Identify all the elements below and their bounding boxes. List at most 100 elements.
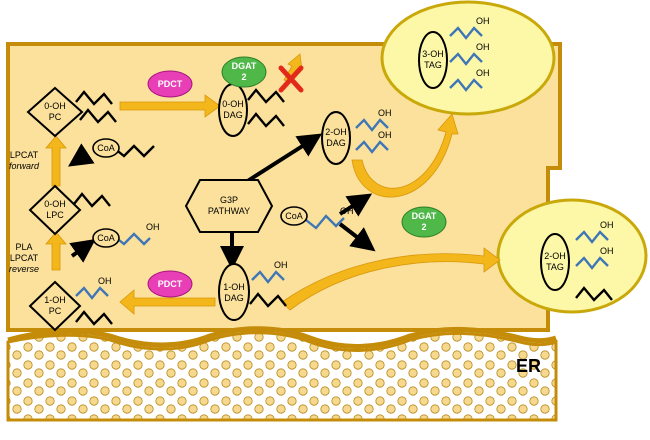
chain-dag1 bbox=[249, 292, 287, 308]
svg-text:DAG: DAG bbox=[224, 293, 244, 303]
svg-text:2: 2 bbox=[241, 72, 246, 82]
oh-label: OH bbox=[378, 108, 392, 118]
black-arrows bbox=[68, 133, 376, 270]
svg-text:PDCT: PDCT bbox=[158, 279, 183, 289]
enzyme-pdct-bottom: PDCT bbox=[147, 270, 193, 298]
svg-text:PLA: PLA bbox=[15, 242, 32, 252]
arrow-coa-to-tag bbox=[338, 222, 376, 252]
acyl-chains-black bbox=[73, 88, 613, 326]
oh-label: OH bbox=[146, 222, 160, 232]
oval-dag0: 0-OH DAG bbox=[218, 83, 248, 137]
arrow-coa-to-lpc bbox=[68, 143, 95, 167]
chain-pc0-b bbox=[79, 108, 117, 124]
chain-tag2 bbox=[575, 286, 613, 302]
svg-text:1-OH: 1-OH bbox=[223, 282, 245, 292]
svg-text:PDCT: PDCT bbox=[158, 79, 183, 89]
oh-label: OH bbox=[600, 220, 614, 230]
g3p-pathway-hexagon: G3P PATHWAY bbox=[184, 179, 274, 233]
svg-text:LPCAT: LPCAT bbox=[10, 150, 39, 160]
arrow-pc-to-dag0 bbox=[119, 94, 221, 118]
svg-text:PATHWAY: PATHWAY bbox=[208, 206, 250, 216]
diamond-pc0: 0-OH PC bbox=[26, 86, 84, 138]
chain-dag0-b bbox=[247, 112, 285, 128]
er-label: ER bbox=[516, 356, 541, 376]
svg-text:0-OH: 0-OH bbox=[44, 101, 66, 111]
arrow-pc1-to-lpc bbox=[45, 231, 67, 271]
oh-chain-tag2-a bbox=[575, 230, 609, 244]
svg-text:CoA: CoA bbox=[97, 233, 115, 243]
enzyme-dgat2-bottom: DGAT 2 bbox=[401, 206, 447, 238]
oval-dag2: 2-OH DAG bbox=[321, 111, 351, 165]
chain-coa-left bbox=[113, 144, 155, 158]
svg-text:CoA: CoA bbox=[97, 143, 115, 153]
svg-text:3-OH: 3-OH bbox=[422, 49, 444, 59]
oval-tag2: 2-OH TAG bbox=[540, 233, 570, 291]
oh-label: OH bbox=[600, 246, 614, 256]
svg-text:PC: PC bbox=[49, 306, 62, 316]
vesicle-2oh-tag bbox=[496, 198, 648, 314]
vesicle-3oh-tag bbox=[380, 0, 556, 116]
oh-label: OH bbox=[476, 42, 490, 52]
chain-dag0-a bbox=[247, 88, 285, 104]
coa-circle-middle: CoA bbox=[92, 228, 120, 248]
oval-tag3: 3-OH TAG bbox=[418, 31, 448, 89]
svg-text:LPCAT: LPCAT bbox=[10, 253, 39, 263]
oh-chain-pc1 bbox=[75, 286, 109, 300]
coa-circle-upper: CoA bbox=[92, 138, 120, 158]
oh-label: OH bbox=[378, 130, 392, 140]
svg-text:DGAT: DGAT bbox=[232, 61, 257, 71]
svg-text:reverse: reverse bbox=[9, 264, 39, 274]
oh-labels: OH OH OH OH OH OH OH OH OH OH OH bbox=[98, 16, 614, 286]
er-membrane bbox=[7, 326, 557, 349]
oval-dag1: 1-OH DAG bbox=[218, 263, 250, 321]
arrow-lpc-to-coa bbox=[69, 239, 96, 263]
arrow-dag2-to-tag3 bbox=[351, 113, 459, 198]
svg-text:G3P: G3P bbox=[220, 195, 238, 205]
svg-text:0-OH: 0-OH bbox=[222, 99, 244, 109]
svg-text:2-OH: 2-OH bbox=[544, 251, 566, 261]
arrow-g3p-to-dag2 bbox=[244, 133, 323, 184]
oh-chain-dag2-a bbox=[355, 118, 389, 132]
label-pla-lpcat-reverse: PLA LPCAT reverse bbox=[9, 242, 39, 274]
svg-text:2-OH: 2-OH bbox=[325, 127, 347, 137]
svg-text:DAG: DAG bbox=[223, 110, 243, 120]
diamond-pc1: 1-OH PC bbox=[28, 280, 82, 332]
oh-label: OH bbox=[340, 206, 354, 216]
svg-text:2: 2 bbox=[421, 222, 426, 232]
arrow-lpc-to-pc bbox=[45, 135, 67, 187]
oh-chain-tag2-b bbox=[575, 256, 609, 270]
oh-chain-tag3-c bbox=[449, 78, 483, 92]
svg-text:CoA: CoA bbox=[285, 211, 303, 221]
chain-pc0-a bbox=[75, 90, 113, 106]
arrow-dag1-to-pc1 bbox=[119, 289, 216, 315]
oh-chain-dag2-b bbox=[355, 140, 389, 154]
svg-text:DAG: DAG bbox=[326, 138, 346, 148]
svg-text:TAG: TAG bbox=[424, 60, 442, 70]
oh-acyl-chains-blue bbox=[75, 26, 609, 300]
svg-text:LPC: LPC bbox=[46, 210, 64, 220]
svg-text:TAG: TAG bbox=[546, 262, 564, 272]
svg-text:1-OH: 1-OH bbox=[44, 295, 66, 305]
enzyme-pdct-top: PDCT bbox=[147, 70, 193, 98]
oh-chain-dag1 bbox=[251, 270, 285, 284]
oh-chain-tag3-b bbox=[449, 52, 483, 66]
enzyme-dgat2-top: DGAT 2 bbox=[221, 56, 267, 88]
svg-text:PC: PC bbox=[49, 112, 62, 122]
diamond-lpc0: 0-OH LPC bbox=[28, 184, 82, 236]
svg-text:0-OH: 0-OH bbox=[44, 199, 66, 209]
coa-circle-right: CoA bbox=[280, 206, 308, 226]
chain-lpc0 bbox=[73, 192, 111, 208]
arrow-coa-to-dag2 bbox=[338, 193, 373, 217]
oh-label: OH bbox=[98, 276, 112, 286]
svg-text:forward: forward bbox=[9, 161, 40, 171]
oh-label: OH bbox=[476, 16, 490, 26]
chain-pc1 bbox=[75, 310, 113, 326]
oh-chain-tag3-a bbox=[449, 26, 483, 40]
svg-text:DGAT: DGAT bbox=[412, 211, 437, 221]
arrow-dag1-to-tag2 bbox=[281, 247, 501, 311]
oh-chain-coa-right bbox=[305, 214, 345, 230]
label-lpcat-forward: LPCAT forward bbox=[9, 150, 40, 171]
oh-label: OH bbox=[274, 260, 288, 270]
red-x-icon bbox=[278, 65, 304, 93]
